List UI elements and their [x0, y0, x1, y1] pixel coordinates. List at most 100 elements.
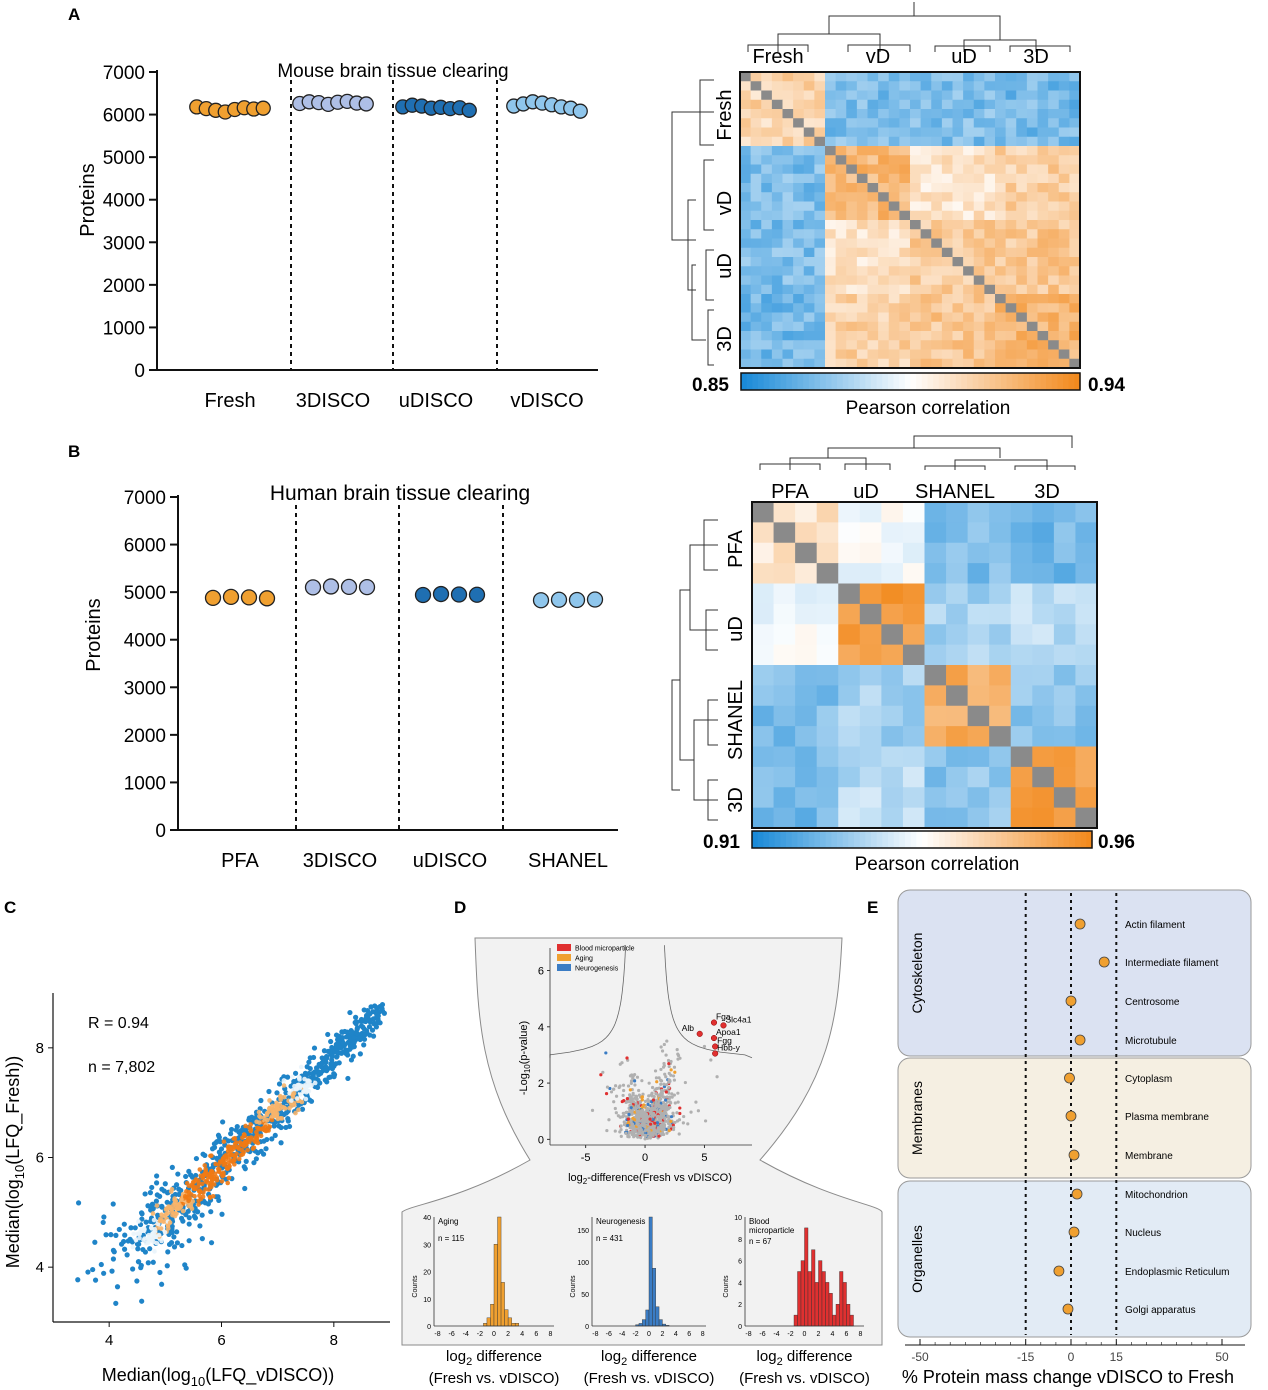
heatmap-cell — [995, 312, 1007, 323]
heatmap-cell — [750, 90, 762, 101]
data-point — [656, 1114, 660, 1118]
colorbar-segment — [967, 373, 974, 390]
heatmap-cell — [878, 183, 890, 193]
heatmap-cell — [867, 312, 879, 323]
data-point — [233, 1127, 239, 1133]
heatmap-cell — [1069, 247, 1081, 258]
point-label: Hbb-y — [717, 1043, 740, 1053]
heatmap-side-label: 3D — [714, 326, 736, 352]
data-point — [665, 1095, 669, 1099]
heatmap-cell — [782, 146, 794, 156]
heatmap-cell — [771, 331, 784, 341]
heatmap-cell — [814, 358, 826, 369]
heatmap-cell — [1037, 247, 1049, 258]
heatmap-cell — [761, 331, 773, 341]
heatmap-cell — [952, 331, 964, 341]
data-point — [678, 1111, 682, 1116]
heatmap-cell — [902, 563, 926, 585]
heatmap-cell — [984, 118, 996, 129]
heatmap-cell — [1005, 109, 1017, 119]
heatmap-cell — [1037, 266, 1049, 277]
heatmap-cell — [846, 136, 858, 147]
heatmap-cell — [1016, 109, 1028, 119]
colorbar-segment — [1023, 373, 1030, 390]
heatmap-cell — [941, 155, 954, 166]
dendrogram-branch — [693, 719, 718, 801]
data-point — [676, 1057, 680, 1061]
heatmap-cell — [1069, 321, 1081, 332]
heatmap-cell — [1005, 257, 1017, 267]
heatmap-cell — [856, 303, 869, 314]
heatmap-cell — [835, 331, 847, 341]
heatmap-cell — [1069, 210, 1081, 221]
heatmap-cell — [856, 173, 869, 184]
heatmap-cell — [910, 358, 922, 369]
heatmap-cell — [963, 90, 975, 101]
heatmap-cell — [795, 726, 818, 748]
colorbar-segment — [950, 373, 957, 390]
data-point — [278, 1140, 284, 1146]
heatmap-cell — [814, 238, 826, 249]
heatmap-cell — [1026, 220, 1039, 230]
heatmap-cell — [941, 146, 954, 156]
colorbar-segment — [961, 373, 968, 390]
heatmap-cell — [846, 229, 858, 240]
heatmap-cell — [888, 164, 900, 175]
density-point — [232, 1136, 238, 1141]
data-point — [274, 1090, 280, 1096]
legend-label: Aging — [575, 956, 593, 963]
colorbar-segment — [769, 373, 776, 390]
heatmap-cell — [1037, 90, 1049, 101]
colorbar-segment — [956, 831, 963, 848]
data-point — [191, 1213, 197, 1219]
heatmap-cell — [1058, 164, 1070, 175]
heatmap-cell — [946, 685, 969, 707]
histogram-bar — [645, 1309, 650, 1327]
data-point — [664, 1083, 669, 1087]
heatmap-cell — [888, 146, 900, 156]
heatmap-cell — [899, 238, 911, 249]
heatmap-cell — [941, 247, 954, 258]
dendrogram-branch — [924, 465, 986, 470]
data-point — [240, 589, 258, 606]
heatmap-cell — [1005, 238, 1017, 249]
heatmap-cell — [963, 192, 975, 203]
data-point — [605, 1085, 610, 1089]
heatmap-cell — [910, 99, 922, 110]
heatmap-cell — [899, 81, 911, 92]
heatmap-cell — [973, 183, 985, 193]
data-point — [663, 1098, 668, 1102]
heatmap-cell — [984, 284, 996, 295]
data-point — [258, 1097, 264, 1104]
x-tick-label: -6 — [449, 1331, 455, 1338]
heatmap-cell — [793, 247, 805, 258]
heatmap-cell — [1058, 210, 1070, 221]
heatmap-cell — [859, 542, 882, 564]
heatmap-cell — [782, 127, 794, 138]
data-point — [662, 1042, 666, 1047]
heatmap-cell — [867, 294, 879, 304]
density-point — [182, 1193, 188, 1199]
data-point — [659, 1067, 663, 1072]
heatmap-cell — [793, 72, 805, 82]
heatmap-cell — [814, 183, 826, 193]
y-tick-label: 50 — [581, 1292, 589, 1299]
heatmap-cell — [888, 358, 900, 369]
data-point — [75, 1277, 81, 1283]
heatmap-cell — [771, 303, 784, 314]
heatmap-cell — [773, 705, 796, 727]
heatmap-cell — [899, 340, 911, 351]
row-label: Golgi apparatus — [1125, 1305, 1196, 1316]
heatmap-cell — [803, 229, 815, 240]
data-point — [604, 1092, 609, 1096]
heatmap-cell — [1026, 127, 1039, 138]
data-point — [139, 1211, 145, 1217]
data-point — [647, 1081, 651, 1085]
density-point — [221, 1139, 227, 1144]
heatmap-cell — [941, 321, 954, 332]
colorbar-segment — [876, 373, 883, 390]
heatmap-cell — [984, 257, 996, 267]
density-point — [136, 1219, 141, 1224]
data-point — [113, 1300, 119, 1306]
heatmap-cell — [761, 229, 773, 240]
